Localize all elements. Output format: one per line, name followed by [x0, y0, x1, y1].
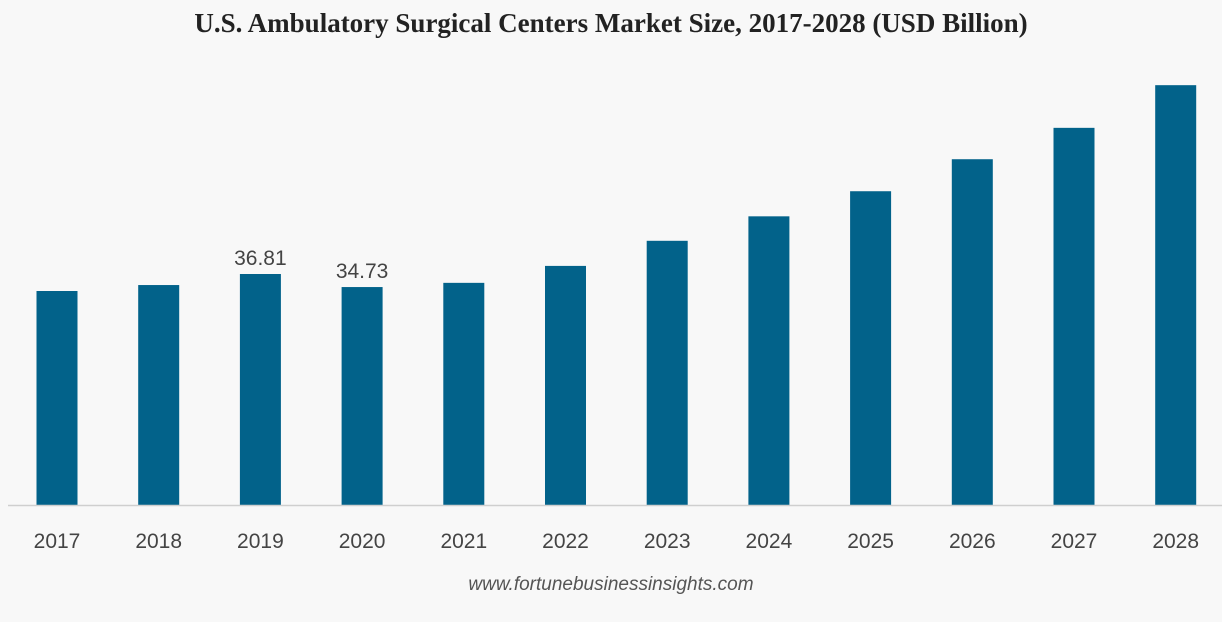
- x-tick-label: 2026: [949, 530, 996, 553]
- x-tick-label: 2023: [644, 530, 691, 553]
- x-tick-label: 2024: [746, 530, 793, 553]
- bar-2022: [545, 265, 586, 505]
- bar-2020: [341, 287, 383, 505]
- x-tick-label: 2020: [339, 530, 386, 553]
- x-tick-label: 2022: [542, 530, 589, 553]
- bar-2017: [36, 291, 78, 505]
- bar-2028: [1155, 85, 1197, 506]
- bar-2024: [748, 216, 790, 506]
- x-tick-label: 2027: [1051, 530, 1098, 553]
- data-label: 36.81: [234, 247, 287, 270]
- bar-2018: [138, 285, 180, 505]
- data-label: 34.73: [336, 260, 389, 283]
- bar-2025: [850, 191, 892, 505]
- x-tick-label: 2025: [847, 530, 894, 553]
- bar-2027: [1053, 127, 1095, 506]
- bar-2019: [239, 274, 281, 505]
- x-tick-label: 2021: [440, 530, 487, 553]
- bar-2023: [646, 240, 688, 505]
- chart-title: U.S. Ambulatory Surgical Centers Market …: [194, 8, 1028, 38]
- source-text: www.fortunebusinessinsights.com: [468, 574, 754, 595]
- x-tick-label: 2017: [34, 530, 81, 553]
- bar-2021: [443, 282, 485, 505]
- x-tick-label: 2028: [1152, 530, 1199, 553]
- x-tick-label: 2018: [135, 530, 182, 553]
- x-tick-label: 2019: [237, 530, 284, 553]
- bar-2026: [951, 159, 993, 505]
